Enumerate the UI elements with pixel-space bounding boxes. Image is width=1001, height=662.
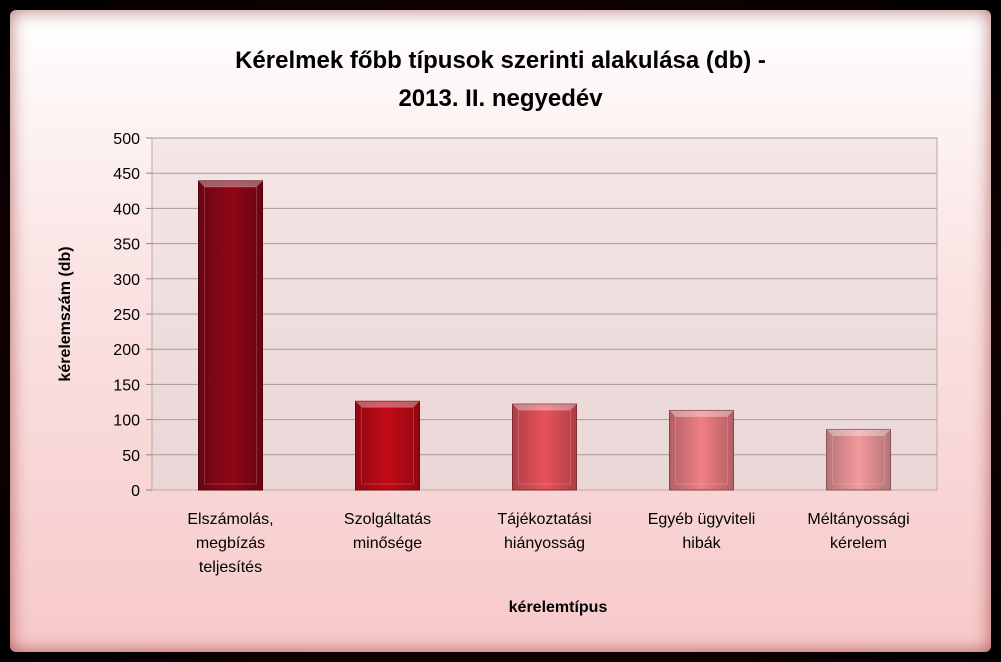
x-tick-label-line: hiányosság (504, 535, 585, 552)
bar-group (355, 400, 420, 491)
y-tick-label: 50 (122, 448, 140, 465)
chart-title-line2: 2013. II. negyedév (398, 85, 603, 112)
bar (198, 180, 263, 491)
x-tick-label: Méltányossági kérelem (807, 511, 909, 552)
bar (355, 400, 420, 491)
bar-group (512, 403, 577, 491)
x-tick-label-line: Egyéb ügyviteli (648, 511, 756, 528)
bar-bevel (198, 180, 263, 187)
x-axis-title: kérelemtípus (509, 599, 608, 616)
bar (669, 409, 734, 491)
bar (826, 428, 891, 491)
x-tick-label-line: hibák (682, 535, 721, 552)
x-tick-label: Elszámolás, megbízás teljesítés (187, 511, 273, 576)
y-tick-label: 400 (113, 201, 140, 218)
bar-inner-edge (832, 434, 885, 485)
x-tick-label-line: teljesítés (199, 559, 262, 576)
x-tick-label-line: Elszámolás, (187, 511, 273, 528)
bar-inner-edge (675, 415, 728, 485)
bar-bevel (355, 401, 420, 408)
x-tick-label: Egyéb ügyviteli hibák (648, 511, 756, 552)
bar-bevel (669, 410, 734, 417)
y-tick-label: 150 (113, 377, 140, 394)
y-tick-label: 250 (113, 307, 140, 324)
bar-group (669, 409, 734, 491)
x-tick-label-line: megbízás (196, 535, 265, 552)
y-tick-label: 100 (113, 413, 140, 430)
y-tick-label: 300 (113, 272, 140, 289)
bar-inner-edge (204, 186, 257, 485)
bar-inner-edge (361, 406, 414, 485)
bar-group (198, 180, 263, 491)
x-tick-label: Szolgáltatás minősége (344, 511, 431, 552)
y-tick-label: 350 (113, 237, 140, 254)
x-tick-label: Tájékoztatási hiányosság (497, 511, 591, 552)
y-tick-label: 200 (113, 342, 140, 359)
y-tick-label: 500 (113, 131, 140, 148)
y-tick-label: 0 (131, 483, 140, 500)
y-tick-label: 450 (113, 166, 140, 183)
y-axis-title: kérelemszám (db) (57, 246, 74, 381)
bar (512, 403, 577, 491)
x-tick-label-line: Tájékoztatási (497, 511, 591, 528)
x-tick-label-line: Méltányossági (807, 511, 909, 528)
chart-title-line1: Kérelmek főbb típusok szerinti alakulása… (235, 47, 766, 74)
x-tick-label-line: kérelem (830, 535, 887, 552)
bar-group (826, 428, 891, 491)
bar-bevel (826, 429, 891, 436)
x-tick-label-line: Szolgáltatás (344, 511, 431, 528)
bar-inner-edge (518, 409, 571, 485)
bar-bevel (512, 404, 577, 411)
x-tick-label-line: minősége (353, 535, 422, 552)
